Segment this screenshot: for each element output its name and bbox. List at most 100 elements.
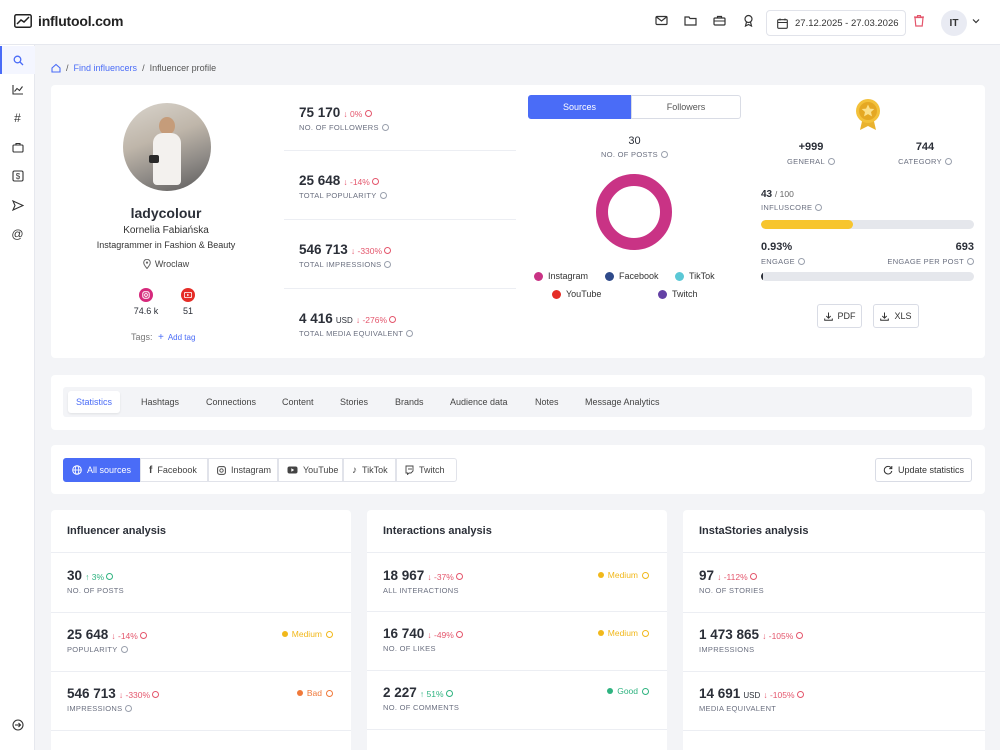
row-change: -105% (769, 690, 795, 700)
row-value: 97 (699, 568, 715, 583)
info-icon[interactable] (642, 571, 649, 579)
status-badge: Medium (281, 629, 333, 639)
row-change: -112% (723, 572, 748, 582)
tab-connections[interactable]: Connections (206, 397, 257, 407)
badge-text: Medium (291, 629, 322, 639)
facebook-icon: f (149, 464, 153, 476)
info-icon[interactable] (660, 151, 668, 158)
folder-icon[interactable] (684, 14, 697, 27)
info-icon (364, 110, 372, 117)
sidebar-item-contacts[interactable]: @ (0, 220, 35, 248)
status-badge: Medium (597, 628, 649, 638)
badge-text: Bad (306, 688, 322, 698)
globe-icon (72, 465, 82, 475)
engage-per-post-label: ENGAGE PER POST (887, 257, 964, 266)
row-likes: 16 740 ↓ -49% NO. OF LIKES (383, 626, 464, 653)
info-icon[interactable] (406, 330, 414, 337)
source-instagram[interactable]: Instagram (208, 458, 278, 482)
tab-audience-data[interactable]: Audience data (450, 397, 508, 407)
social-instagram[interactable]: 74.6 k (131, 288, 161, 316)
info-icon[interactable] (642, 687, 649, 695)
tab-content[interactable]: Content (282, 397, 314, 407)
info-icon[interactable] (125, 705, 133, 712)
info-icon[interactable] (381, 124, 389, 131)
source-all[interactable]: All sources (63, 458, 140, 482)
export-pdf-button[interactable]: PDF (817, 304, 862, 328)
home-icon[interactable] (51, 63, 61, 73)
arrow-down-icon: ↓ (355, 315, 361, 325)
breadcrumb: / Find influencers / Influencer profile (51, 63, 216, 73)
row-change: 51% (426, 689, 444, 699)
stat-change: 0% (349, 109, 363, 119)
add-tag-button[interactable]: + Add tag (158, 332, 195, 343)
tab-hashtags[interactable]: Hashtags (141, 397, 180, 407)
chevron-down-icon[interactable] (972, 18, 980, 24)
info-icon[interactable] (326, 630, 333, 638)
legend-youtube[interactable]: YouTube (552, 289, 601, 299)
legend-instagram[interactable]: Instagram (534, 271, 588, 281)
sidebar: # $ @ (0, 45, 35, 750)
legend-twitch[interactable]: Twitch (658, 289, 698, 299)
tab-notes[interactable]: Notes (535, 397, 559, 407)
info-icon[interactable] (642, 629, 649, 637)
switch-followers[interactable]: Followers (631, 95, 741, 119)
download-icon (823, 312, 833, 321)
info-icon[interactable] (797, 258, 805, 265)
row-value: 25 648 (67, 627, 109, 642)
sidebar-item-search[interactable] (0, 46, 35, 74)
profile-category: Instagrammer in Fashion & Beauty (96, 240, 236, 250)
briefcase-icon[interactable] (713, 14, 726, 27)
influscore: 43 / 100 (761, 189, 794, 200)
legend-label: YouTube (566, 289, 602, 299)
info-icon[interactable] (379, 192, 387, 199)
mail-icon[interactable] (655, 14, 668, 27)
info-icon[interactable] (944, 158, 952, 165)
switch-sources[interactable]: Sources (528, 95, 631, 119)
tab-message-analytics[interactable]: Message Analytics (585, 397, 660, 407)
sidebar-item-hashtags[interactable]: # (0, 104, 35, 132)
breadcrumb-link-find-influencers[interactable]: Find influencers (73, 63, 138, 73)
stat-followers: 75 170 ↓ 0% NO. OF FOLLOWERS (299, 105, 389, 132)
sidebar-item-billing[interactable]: $ (0, 162, 35, 190)
sidebar-item-campaigns[interactable] (0, 133, 35, 161)
user-avatar[interactable]: IT (941, 10, 967, 36)
tab-brands[interactable]: Brands (395, 397, 424, 407)
category-rank-label: CATEGORY (898, 157, 942, 166)
export-xls-button[interactable]: XLS (873, 304, 919, 328)
source-tiktok[interactable]: ♪ TikTok (343, 458, 396, 482)
tab-statistics[interactable]: Statistics (68, 391, 121, 413)
info-icon[interactable] (120, 646, 128, 653)
category-rank-value: 744 (915, 141, 935, 153)
source-youtube[interactable]: YouTube (278, 458, 343, 482)
source-twitch[interactable]: Twitch (396, 458, 457, 482)
date-range-picker[interactable]: 27.12.2025 - 27.03.2026 (766, 10, 906, 36)
logout-icon (11, 719, 24, 731)
sidebar-item-logout[interactable] (0, 711, 35, 739)
award-icon[interactable] (742, 14, 755, 27)
info-icon[interactable] (827, 158, 835, 165)
legend-dot (605, 271, 614, 281)
legend-label: Instagram (548, 271, 589, 281)
update-statistics-button[interactable]: Update statistics (875, 458, 972, 482)
stat-change: -276% (362, 315, 388, 325)
legend-tiktok[interactable]: TikTok (675, 271, 715, 281)
info-icon[interactable] (326, 689, 333, 697)
posts-value: 30 (628, 135, 641, 147)
info-icon[interactable] (815, 204, 823, 211)
influscore-label: INFLUSCORE (761, 203, 813, 212)
info-icon[interactable] (384, 261, 392, 268)
sidebar-item-analytics[interactable] (0, 75, 35, 103)
info-icon[interactable] (967, 258, 974, 265)
profile-tabs: Statistics Hashtags Connections Content … (63, 387, 972, 417)
trash-icon[interactable] (913, 14, 925, 27)
tab-stories[interactable]: Stories (340, 397, 369, 407)
social-youtube[interactable]: 51 (173, 288, 203, 316)
source-facebook[interactable]: f Facebook (140, 458, 208, 482)
sidebar-item-messages[interactable] (0, 191, 35, 219)
logo[interactable]: influtool.com (14, 13, 123, 29)
engage-label: ENGAGE (761, 257, 795, 266)
info-icon (372, 178, 380, 185)
status-badge: Medium (597, 570, 649, 580)
legend-facebook[interactable]: Facebook (605, 271, 659, 281)
engage-per-post-value: 693 (955, 241, 974, 253)
